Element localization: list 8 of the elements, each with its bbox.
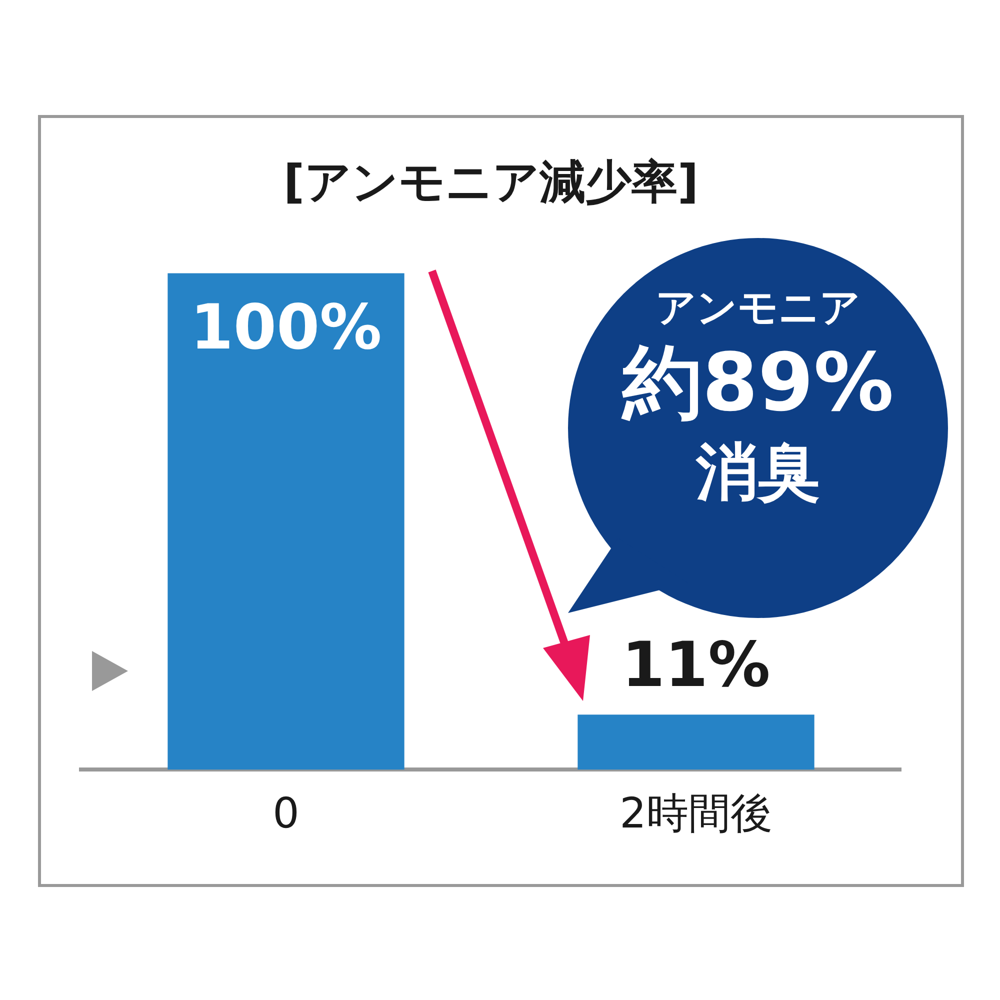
data-label: 11% (622, 628, 770, 702)
annotation: 約89% (620, 335, 895, 431)
annotation: 消臭 (694, 434, 821, 510)
data-label: 100% (190, 290, 382, 364)
x-tick-label: 2時間後 (620, 788, 772, 838)
x-tick-label: 0 (272, 788, 300, 838)
annotation: アンモニア (654, 284, 862, 333)
chart-title: [アンモニア減少率] (283, 154, 699, 209)
